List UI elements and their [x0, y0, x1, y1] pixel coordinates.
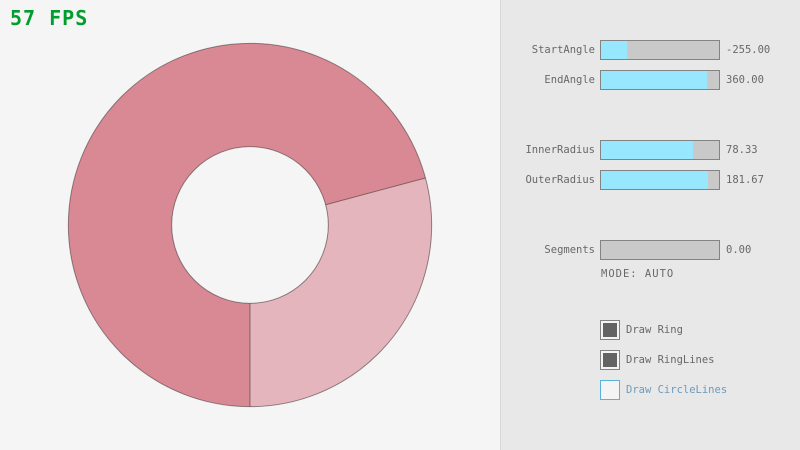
check-mark-icon	[603, 353, 617, 367]
draw-ring-checkbox-label: Draw Ring	[626, 324, 683, 336]
outerradius-slider-row: OuterRadius 181.67	[501, 170, 800, 190]
draw-ringlines-checkbox-row: Draw RingLines	[501, 350, 800, 370]
outerradius-value: 181.67	[726, 174, 764, 186]
innerradius-label: InnerRadius	[525, 144, 595, 156]
innerradius-value: 78.33	[726, 144, 758, 156]
outerradius-label: OuterRadius	[525, 174, 595, 186]
endangle-slider-fill	[601, 71, 708, 89]
ring-radial-line-start	[325, 177, 426, 206]
outerradius-slider[interactable]	[600, 170, 720, 190]
fps-counter: 57 FPS	[10, 6, 89, 30]
segments-slider[interactable]	[600, 240, 720, 260]
check-mark-icon	[603, 323, 617, 337]
innerradius-slider-row: InnerRadius 78.33	[501, 140, 800, 160]
draw-ringlines-checkbox-label: Draw RingLines	[626, 354, 715, 366]
innerradius-slider[interactable]	[600, 140, 720, 160]
endangle-slider-row: EndAngle 360.00	[501, 70, 800, 90]
draw-ring-checkbox[interactable]	[600, 320, 620, 340]
ring-visualization	[67, 42, 433, 408]
startangle-slider-fill	[601, 41, 627, 59]
draw-circlelines-checkbox-row: Draw CircleLines	[501, 380, 800, 400]
endangle-slider[interactable]	[600, 70, 720, 90]
segments-mode-label: MODE: AUTO	[601, 268, 675, 280]
ring-outer-line	[67, 42, 433, 408]
ring-inner-line	[171, 146, 329, 304]
startangle-value: -255.00	[726, 44, 771, 56]
startangle-label: StartAngle	[531, 44, 595, 56]
control-panel: StartAngle -255.00 EndAngle 360.00 Inner…	[500, 0, 800, 450]
segments-value: 0.00	[726, 244, 752, 256]
outerradius-slider-fill	[601, 171, 709, 189]
draw-ring-checkbox-row: Draw Ring	[501, 320, 800, 340]
innerradius-slider-fill	[601, 141, 694, 159]
startangle-slider-row: StartAngle -255.00	[501, 40, 800, 60]
draw-circlelines-checkbox-label: Draw CircleLines	[626, 384, 728, 396]
draw-circlelines-checkbox[interactable]	[600, 380, 620, 400]
endangle-value: 360.00	[726, 74, 764, 86]
segments-slider-row: Segments 0.00	[501, 240, 800, 260]
endangle-label: EndAngle	[544, 74, 595, 86]
segments-label: Segments	[544, 244, 595, 256]
startangle-slider[interactable]	[600, 40, 720, 60]
draw-ringlines-checkbox[interactable]	[600, 350, 620, 370]
ring-light-sector	[250, 177, 432, 407]
